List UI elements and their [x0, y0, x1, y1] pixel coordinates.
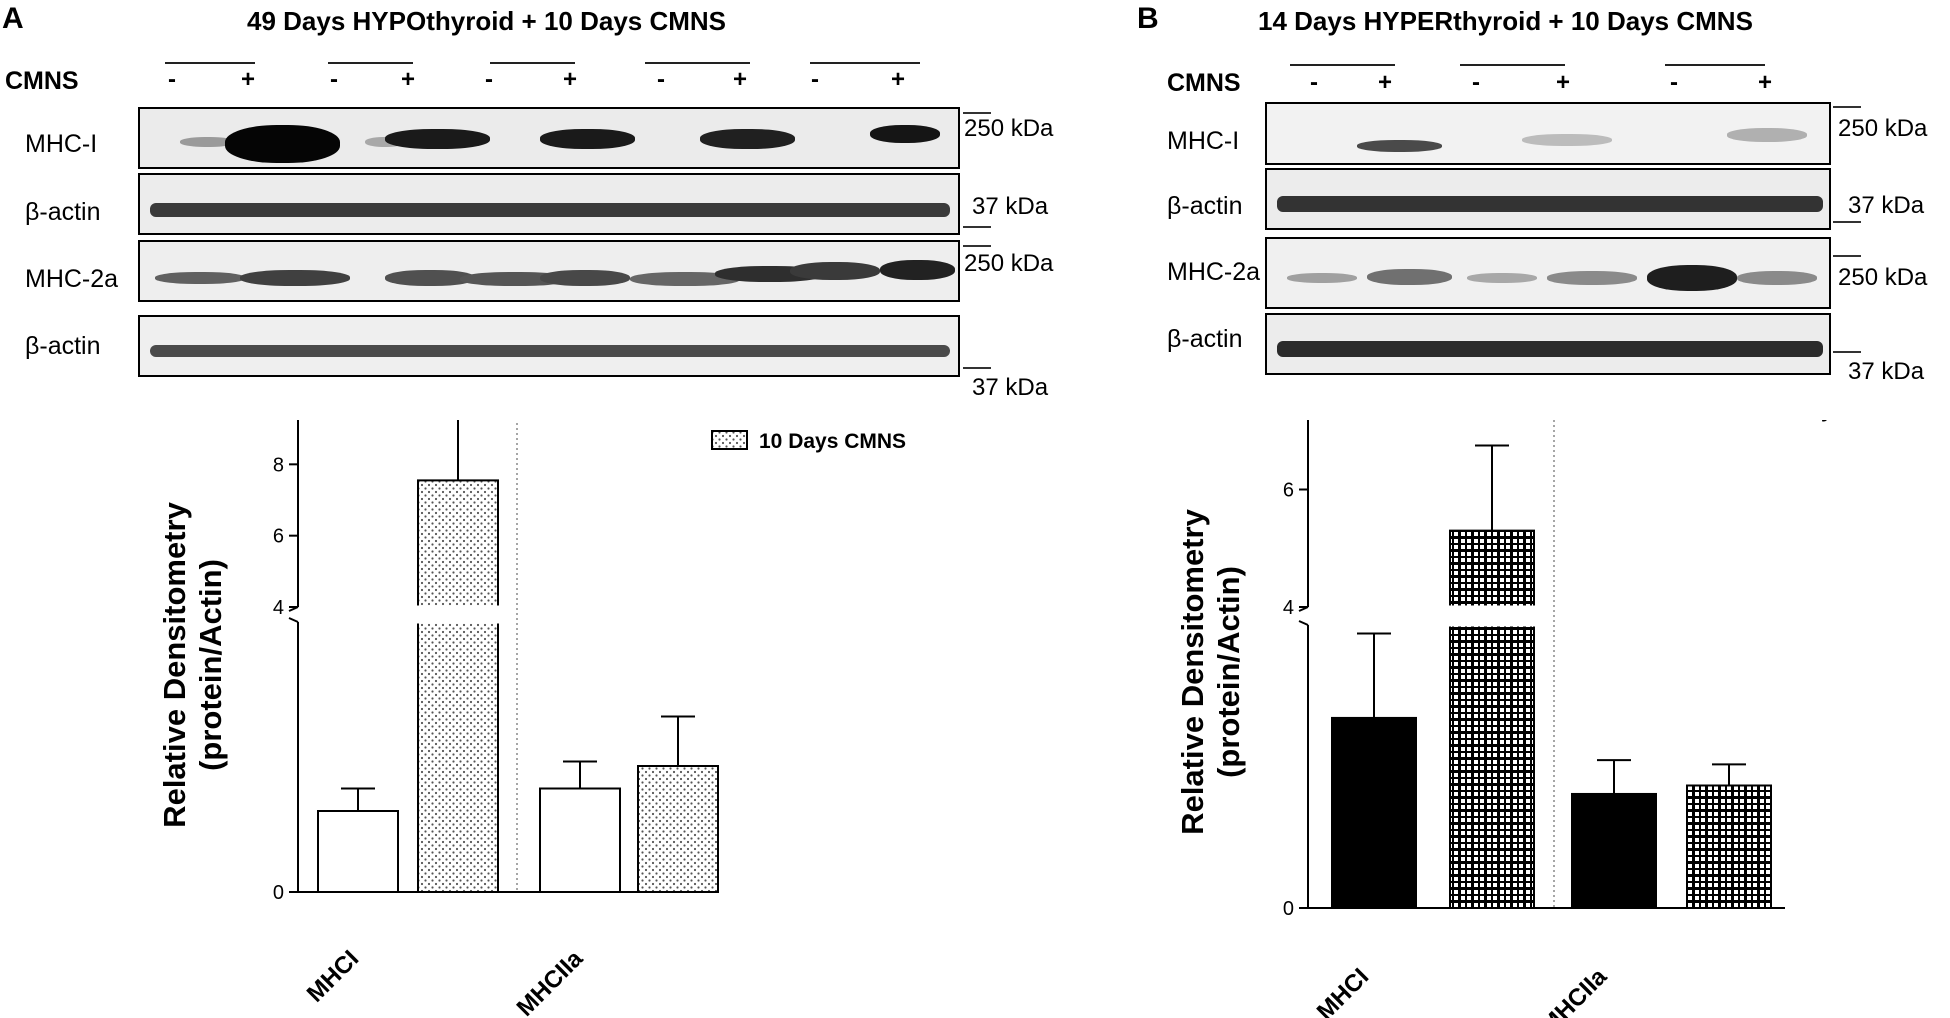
bar [1571, 792, 1657, 910]
lane-sign: - [330, 66, 338, 93]
blot-b-actin-2 [1265, 313, 1831, 375]
lane-sign: - [485, 66, 493, 93]
panel-a-title: 49 Days HYPOthyroid + 10 Days CMNS [247, 6, 727, 36]
lane-group-bar [1665, 64, 1765, 66]
lane-sign: - [1472, 69, 1480, 96]
y-tick-label: 0 [273, 882, 284, 904]
lane-group-bar [328, 62, 413, 64]
panel-a-row-label: β-actin [25, 198, 101, 226]
blot-a-actin-1 [138, 173, 960, 235]
panel-a-marker-label: 250 kDa [964, 250, 1054, 277]
lane-sign: - [1670, 69, 1678, 96]
bar [317, 810, 399, 893]
panel-b-cmns-label: CMNS [1167, 69, 1241, 97]
y-axis-label: (protein/Actin) [193, 559, 228, 771]
lane-sign: + [732, 66, 747, 93]
legend-label: 10 Days CMNS [1765, 420, 1912, 422]
panel-b-marker-label: 37 kDa [1848, 358, 1925, 385]
lane-sign: + [240, 66, 255, 93]
lane-sign: + [1757, 69, 1772, 96]
y-axis-label: Relative Densitometry [157, 501, 192, 827]
panel-a-row-label: MHC-2a [25, 265, 119, 293]
bar [539, 787, 621, 893]
panel-a-marker-label: 250 kDa [964, 115, 1054, 142]
bar [1686, 784, 1772, 910]
x-tick-label: MHCIIa [1536, 963, 1613, 1018]
panel-a-row-label: MHC-I [25, 130, 98, 158]
y-axis-label: Relative Densitometry [1175, 508, 1210, 834]
lane-group-bar [645, 62, 750, 64]
panel-b-marker-label: 250 kDa [1838, 115, 1928, 142]
panel-a-marker-label: 37 kDa [972, 374, 1049, 401]
lane-sign: - [811, 66, 819, 93]
bar [637, 765, 719, 893]
lane-sign: + [562, 66, 577, 93]
blot-b-actin-1 [1265, 168, 1831, 230]
chart-a: 046810Relative Densitometry(protein/Acti… [157, 420, 906, 1018]
lane-sign: + [400, 66, 415, 93]
y-tick-label: 4 [1283, 597, 1294, 619]
bar [1331, 716, 1417, 910]
lane-sign: - [168, 66, 176, 93]
legend-swatch [711, 430, 748, 450]
panel-b-row-label: β-actin [1167, 325, 1243, 353]
y-tick-label: 6 [1283, 480, 1294, 502]
bar [417, 621, 499, 893]
panel-letter-a: A [2, 2, 24, 35]
lane-sign: - [1310, 69, 1318, 96]
lane-group-bar [490, 62, 575, 64]
y-tick-label: 4 [273, 597, 284, 619]
blot-b-mhc-i [1265, 102, 1831, 165]
axis-break-mark [1298, 620, 1309, 626]
y-tick-label: 6 [273, 526, 284, 548]
lane-group-bar [1290, 64, 1395, 66]
lane-group-bar [810, 62, 920, 64]
panel-b-marker-label: 250 kDa [1838, 264, 1928, 291]
lane-sign: + [1555, 69, 1570, 96]
x-tick-label: MHCI [1312, 963, 1374, 1018]
y-tick-label: 8 [273, 454, 284, 476]
panel-b-row-label: MHC-2a [1167, 258, 1261, 286]
lane-sign: - [657, 66, 665, 93]
blot-a-actin-2 [138, 315, 960, 377]
lane-sign: + [890, 66, 905, 93]
blot-a-mhc-i [138, 107, 960, 169]
bar [1449, 529, 1535, 608]
panel-b-title: 14 Days HYPERthyroid + 10 Days CMNS [1258, 6, 1753, 36]
lane-group-bar [1460, 64, 1565, 66]
axis-break-mark [288, 617, 299, 623]
x-tick-label: MHCIIa [512, 945, 589, 1018]
panel-b-marker-label: 37 kDa [1848, 192, 1925, 219]
legend-label: 10 Days CMNS [759, 430, 906, 453]
panel-b-row-label: MHC-I [1167, 127, 1240, 155]
x-tick-label: MHCI [302, 945, 364, 1007]
lane-sign: + [1377, 69, 1392, 96]
y-tick-label: 0 [1283, 898, 1294, 920]
blot-b-mhc-2a [1265, 237, 1831, 309]
panel-b-row-label: β-actin [1167, 192, 1243, 220]
blot-a-mhc-2a [138, 240, 960, 302]
bar [1449, 624, 1535, 909]
panel-a-cmns-label: CMNS [5, 67, 79, 95]
panel-a-marker-label: 37 kDa [972, 193, 1049, 220]
panel-a-row-label: β-actin [25, 332, 101, 360]
bar [417, 479, 499, 609]
panel-letter-b: B [1137, 2, 1159, 35]
lane-group-bar [165, 62, 255, 64]
y-axis-label: (protein/Actin) [1211, 566, 1246, 778]
